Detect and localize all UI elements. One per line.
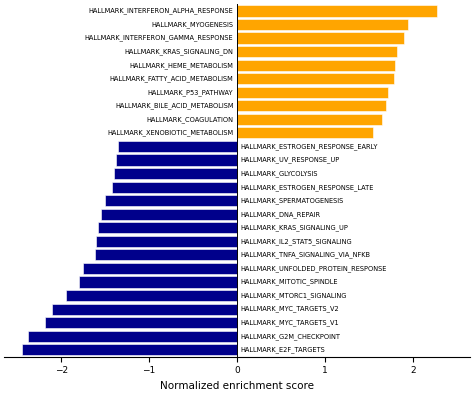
Bar [237, 32, 404, 43]
Text: HALLMARK_HEME_METABOLISM: HALLMARK_HEME_METABOLISM [129, 62, 234, 68]
Text: HALLMARK_UV_RESPONSE_UP: HALLMARK_UV_RESPONSE_UP [240, 157, 340, 164]
Bar [22, 344, 237, 356]
Bar [105, 195, 237, 206]
Bar [237, 87, 388, 98]
Text: HALLMARK_GLYCOLYSIS: HALLMARK_GLYCOLYSIS [240, 170, 318, 177]
Bar [237, 100, 386, 111]
Text: HALLMARK_P53_PATHWAY: HALLMARK_P53_PATHWAY [148, 89, 234, 96]
Bar [98, 222, 237, 233]
Text: HALLMARK_MITOTIC_SPINDLE: HALLMARK_MITOTIC_SPINDLE [240, 278, 338, 285]
Bar [114, 168, 237, 179]
Bar [237, 73, 394, 84]
Bar [237, 127, 373, 139]
Bar [112, 182, 237, 193]
Text: HALLMARK_E2F_TARGETS: HALLMARK_E2F_TARGETS [240, 346, 325, 353]
Bar [237, 6, 438, 17]
Bar [79, 276, 237, 288]
Bar [237, 114, 382, 125]
Text: HALLMARK_MYC_TARGETS_V2: HALLMARK_MYC_TARGETS_V2 [240, 306, 339, 312]
Text: HALLMARK_INTERFERON_GAMMA_RESPONSE: HALLMARK_INTERFERON_GAMMA_RESPONSE [85, 35, 234, 41]
Text: HALLMARK_MYOGENESIS: HALLMARK_MYOGENESIS [152, 21, 234, 28]
Text: HALLMARK_DNA_REPAIR: HALLMARK_DNA_REPAIR [240, 211, 320, 218]
Bar [83, 263, 237, 274]
Bar [237, 60, 395, 71]
Bar [116, 154, 237, 166]
Bar [28, 331, 237, 342]
Bar [53, 304, 237, 315]
Bar [118, 141, 237, 152]
Text: HALLMARK_UNFOLDED_PROTEIN_RESPONSE: HALLMARK_UNFOLDED_PROTEIN_RESPONSE [240, 265, 387, 272]
Bar [237, 19, 408, 30]
Bar [96, 236, 237, 247]
Bar [95, 249, 237, 260]
Text: HALLMARK_MYC_TARGETS_V1: HALLMARK_MYC_TARGETS_V1 [240, 319, 339, 326]
Bar [66, 290, 237, 301]
Text: HALLMARK_XENOBIOTIC_METABOLISM: HALLMARK_XENOBIOTIC_METABOLISM [107, 130, 234, 136]
X-axis label: Normalized enrichment score: Normalized enrichment score [160, 381, 314, 391]
Bar [237, 46, 397, 57]
Text: HALLMARK_MTORC1_SIGNALING: HALLMARK_MTORC1_SIGNALING [240, 292, 347, 299]
Text: HALLMARK_KRAS_SIGNALING_UP: HALLMARK_KRAS_SIGNALING_UP [240, 224, 348, 231]
Text: HALLMARK_ESTROGEN_RESPONSE_EARLY: HALLMARK_ESTROGEN_RESPONSE_EARLY [240, 143, 378, 150]
Text: HALLMARK_INTERFERON_ALPHA_RESPONSE: HALLMARK_INTERFERON_ALPHA_RESPONSE [89, 8, 234, 14]
Text: HALLMARK_BILE_ACID_METABOLISM: HALLMARK_BILE_ACID_METABOLISM [115, 102, 234, 109]
Text: HALLMARK_SPERMATOGENESIS: HALLMARK_SPERMATOGENESIS [240, 198, 344, 204]
Text: HALLMARK_G2M_CHECKPOINT: HALLMARK_G2M_CHECKPOINT [240, 333, 340, 340]
Text: HALLMARK_TNFA_SIGNALING_VIA_NFKB: HALLMARK_TNFA_SIGNALING_VIA_NFKB [240, 252, 371, 258]
Text: HALLMARK_IL2_STAT5_SIGNALING: HALLMARK_IL2_STAT5_SIGNALING [240, 238, 352, 245]
Text: HALLMARK_COAGULATION: HALLMARK_COAGULATION [146, 116, 234, 123]
Bar [46, 317, 237, 328]
Text: HALLMARK_ESTROGEN_RESPONSE_LATE: HALLMARK_ESTROGEN_RESPONSE_LATE [240, 184, 374, 190]
Text: HALLMARK_KRAS_SIGNALING_DN: HALLMARK_KRAS_SIGNALING_DN [125, 48, 234, 55]
Text: HALLMARK_FATTY_ACID_METABOLISM: HALLMARK_FATTY_ACID_METABOLISM [110, 75, 234, 82]
Bar [101, 209, 237, 220]
